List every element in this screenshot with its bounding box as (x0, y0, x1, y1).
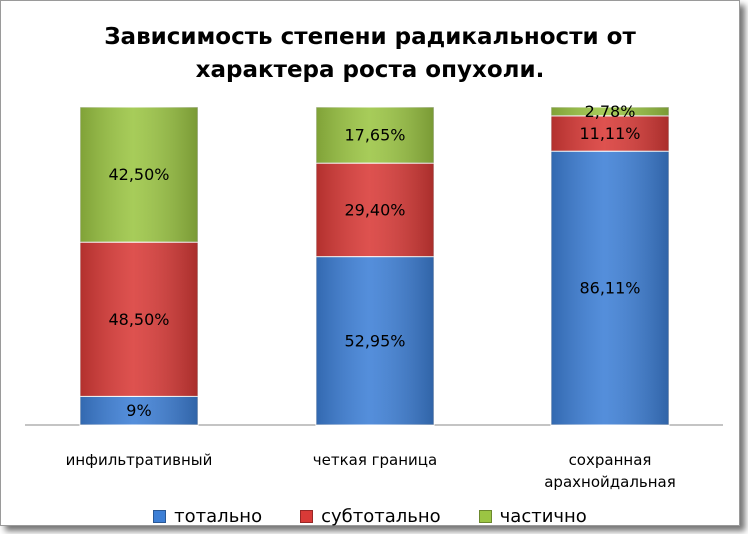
bar-segment-shade-3-1 (551, 151, 669, 425)
data-label-3-2: 11,11% (579, 124, 640, 143)
category-label-3-line-2: арахнойдальная (544, 473, 676, 491)
bar-segment-shade-2-3 (316, 107, 434, 164)
chart-title: Зависимость степени радикальности от хар… (1, 21, 739, 87)
legend-swatch-subtotalno (300, 510, 314, 523)
data-label-3-1: 86,11% (579, 279, 640, 298)
category-labels-group: инфильтративный четкая граница сохранная ар… (66, 451, 676, 491)
legend-item-totalno: тотально (153, 506, 262, 527)
data-label-2-2: 29,40% (344, 200, 405, 219)
bar-segment-shade-3-2 (551, 115, 669, 152)
legend-swatch-totalno (153, 510, 167, 523)
category-label-2-line-1: четкая граница (313, 451, 437, 469)
bar-segment-shade-2-2 (316, 163, 434, 257)
legend-label-chastichno: частично (499, 506, 587, 527)
bar-segment-shade-3-3 (551, 107, 669, 116)
bars-group: 9% 48,50% 42,50% 52,95% 29,40% 17,65% 86,11% 11… (79, 102, 670, 426)
legend-label-subtotalno: субтотально (321, 506, 441, 527)
bar-plot: 9% 48,50% 42,50% 52,95% 29,40% 17,65% 86,11% 11… (25, 102, 723, 491)
chart-frame: Зависимость степени радикальности от хар… (0, 0, 740, 527)
bar-segment-shade-1-3 (80, 107, 198, 243)
legend-label-totalno: тотально (174, 506, 263, 527)
bar-segment-shade-2-1 (316, 256, 434, 425)
bar-segment-shade-1-1 (80, 396, 198, 425)
data-label-1-1: 9% (126, 401, 151, 420)
data-label-1-2: 48,50% (108, 310, 169, 329)
data-label-1-3: 42,50% (108, 165, 169, 184)
category-label-3-line-1: сохранная (569, 451, 652, 469)
data-label-2-3: 17,65% (344, 126, 405, 145)
bar-segment-shade-1-2 (80, 242, 198, 397)
data-label-3-3: 2,78% (585, 102, 636, 121)
legend: тотально субтотально частично (1, 506, 739, 527)
category-label-1-line-1: инфильтративный (66, 451, 213, 469)
data-label-2-1: 52,95% (344, 331, 405, 350)
legend-item-subtotalno: субтотально (300, 506, 441, 527)
legend-item-chastichno: частично (478, 506, 587, 527)
legend-swatch-chastichno (478, 510, 492, 523)
chart-title-line-1: Зависимость степени радикальности от (104, 24, 636, 50)
chart-title-line-2: характера роста опухоли. (195, 57, 545, 83)
